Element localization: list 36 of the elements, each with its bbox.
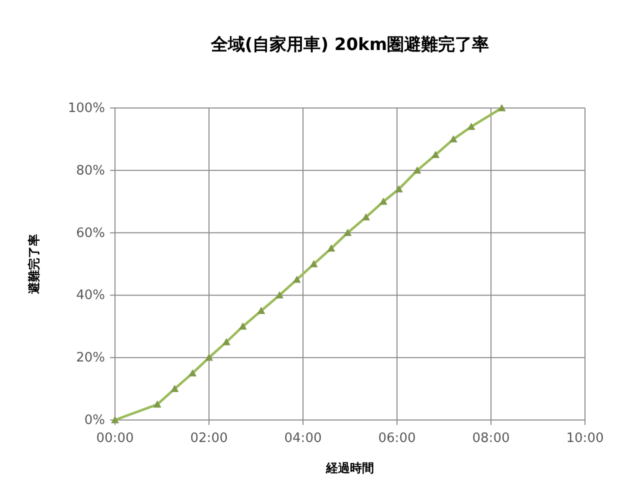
point	[111, 416, 119, 424]
point	[379, 198, 388, 205]
point	[432, 150, 440, 158]
y-axis-title: 避難完了率	[27, 234, 41, 295]
y-tick-label: 80%	[76, 163, 105, 178]
y-tick-label: 20%	[76, 350, 105, 366]
x-tick-label: 02:00	[190, 431, 228, 446]
x-tick-label: 04:00	[284, 431, 322, 446]
point	[292, 276, 301, 283]
x-tick-label: 10:00	[566, 431, 604, 446]
point	[310, 260, 318, 268]
y-tick-label: 100%	[68, 101, 105, 116]
point	[222, 338, 230, 346]
point	[170, 384, 179, 392]
point	[344, 228, 352, 236]
chart-title: 全域(自家用車) 20km圏避難完了率	[210, 35, 490, 55]
point	[153, 400, 162, 408]
y-tick-label: 40%	[76, 288, 105, 304]
point	[467, 122, 476, 130]
point	[449, 135, 458, 142]
x-tick-label: 08:00	[472, 431, 510, 446]
point	[394, 185, 403, 192]
point	[188, 369, 197, 376]
point	[238, 322, 247, 330]
y-tick-label: 0%	[84, 413, 105, 428]
y-tick-label: 60%	[76, 226, 105, 241]
x-tick-label: 06:00	[378, 431, 416, 446]
point	[205, 354, 213, 361]
point	[362, 213, 370, 220]
point	[276, 291, 284, 298]
point	[413, 166, 422, 174]
point	[327, 244, 336, 252]
point	[498, 104, 506, 112]
x-axis-title: 経過時間	[325, 461, 374, 475]
x-tick-label: 00:00	[96, 431, 134, 446]
point	[257, 306, 266, 314]
